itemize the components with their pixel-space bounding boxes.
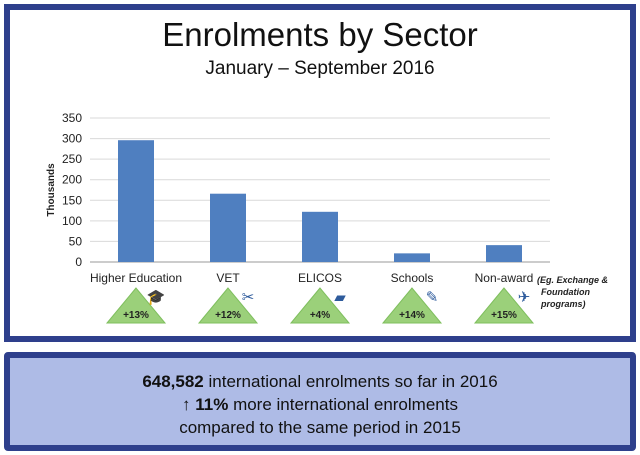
summary-line-1-text: international enrolments so far in 2016	[203, 372, 498, 391]
tools-icon: ✂	[242, 288, 255, 306]
y-axis-ticks: 0 50 100 150 200 250 300 350	[62, 111, 82, 269]
bars	[118, 140, 522, 262]
change-marker: +4% ▰	[289, 287, 351, 324]
graduation-cap-icon: 🎓	[147, 288, 166, 306]
category-label: Higher Education	[90, 271, 182, 285]
non-award-note: (Eg. Exchange & Foundation programs)	[537, 275, 611, 309]
y-tick-label: 200	[62, 173, 82, 187]
summary-line-3: compared to the same period in 2015	[179, 418, 461, 437]
chart-panel	[4, 4, 636, 342]
triangle-marker	[381, 287, 443, 324]
bar-elicos	[302, 211, 338, 262]
y-tick-label: 100	[62, 214, 82, 228]
change-marker: +13% 🎓	[105, 287, 167, 324]
x-axis-categories: Higher Education VET ELICOS Schools Non-awar…	[90, 271, 533, 285]
change-percentage: +12%	[215, 310, 241, 321]
y-tick-label: 150	[62, 193, 82, 207]
chart-title: Enrolments by Sector	[162, 16, 478, 53]
change-marker: +14%✎	[381, 287, 443, 324]
summary-line-2-text: more international enrolments	[228, 395, 458, 414]
y-tick-label: 250	[62, 152, 82, 166]
bar-schools	[394, 253, 430, 262]
total-enrolments: 648,582	[142, 372, 204, 391]
chart-subtitle: January – September 2016	[205, 58, 435, 79]
y-tick-label: 350	[62, 111, 82, 125]
bar-non-award	[486, 245, 522, 262]
summary-line-2: ↑ 11% more international enrolments	[10, 395, 630, 415]
triangle-marker	[473, 287, 535, 324]
change-percentage: +4%	[310, 310, 330, 321]
bar-higher-education	[118, 140, 154, 262]
pencil-icon: ✎	[426, 288, 439, 306]
bar-chart: 0 50 100 150 200 250 300 350 Higher Education VE…	[46, 111, 611, 324]
triangle-marker	[289, 287, 351, 324]
growth-percentage: 11%	[195, 395, 229, 414]
change-markers: +13% 🎓 +12%✂ +4% ▰ +14%✎ +15%✈	[105, 287, 535, 324]
category-label: ELICOS	[298, 271, 342, 285]
category-label: Schools	[391, 271, 434, 285]
change-marker: +15%✈	[473, 287, 535, 324]
triangle-marker	[197, 287, 259, 324]
category-label: Non-award	[475, 271, 534, 285]
up-arrow-icon: ↑	[182, 395, 191, 414]
y-tick-label: 0	[75, 255, 82, 269]
note-line-3: programs)	[540, 299, 586, 309]
book-icon: ▰	[334, 288, 346, 306]
gridlines	[90, 117, 550, 263]
change-percentage: +15%	[491, 310, 517, 321]
note-line-2: Foundation	[541, 287, 590, 297]
category-label: VET	[216, 271, 240, 285]
y-tick-label: 50	[69, 234, 83, 248]
y-tick-label: 300	[62, 132, 82, 146]
change-marker: +12%✂	[197, 287, 259, 324]
summary-panel: 648,582 international enrolments so far …	[4, 352, 636, 451]
note-line-1: (Eg. Exchange &	[537, 275, 608, 285]
summary-line-1: 648,582 international enrolments so far …	[10, 372, 630, 392]
change-percentage: +13%	[123, 310, 149, 321]
airplane-icon: ✈	[518, 288, 531, 306]
change-percentage: +14%	[399, 310, 425, 321]
bar-vet	[210, 193, 246, 262]
y-axis-label: Thousands	[46, 163, 57, 217]
triangle-marker	[105, 287, 167, 324]
